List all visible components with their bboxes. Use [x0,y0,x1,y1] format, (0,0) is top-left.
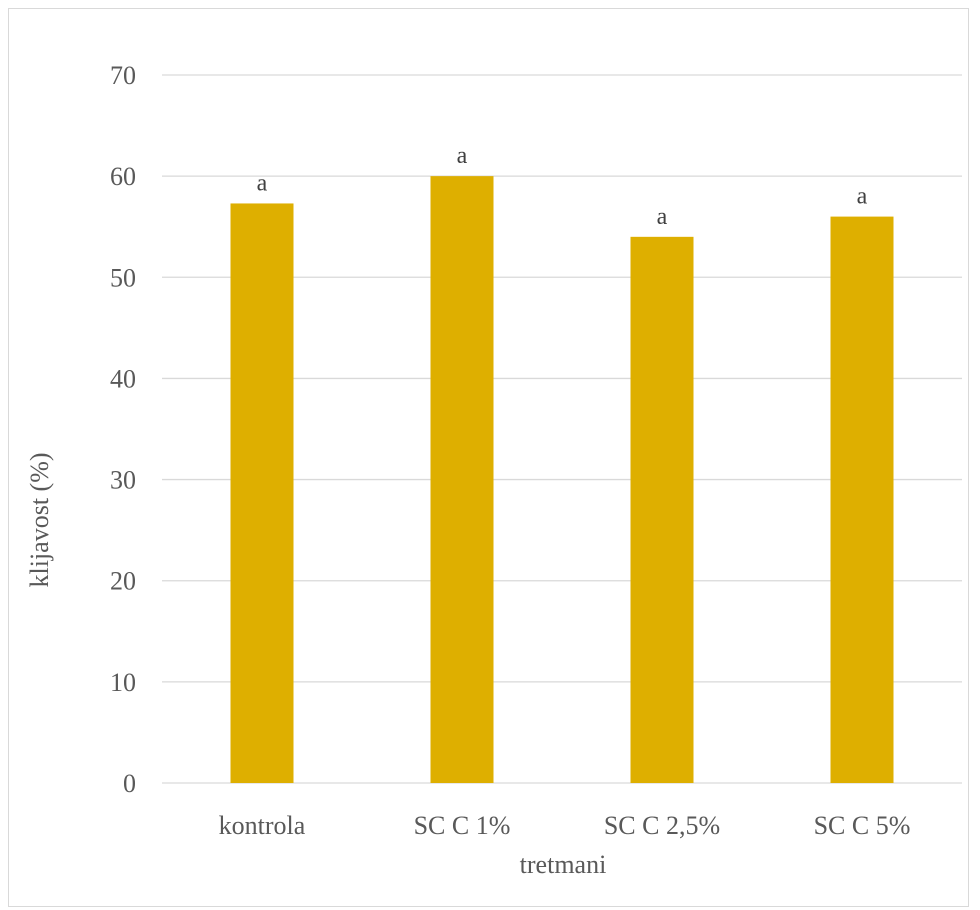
bars [230,176,894,784]
y-tick-label: 0 [123,769,136,798]
gridlines [162,74,962,784]
x-tick-labels: kontrola SC C 1% SC C 2,5% SC C 5% [219,811,911,840]
bar-1 [230,203,294,784]
bar-3 [630,236,694,784]
data-label: a [657,204,668,230]
y-tick-label: 20 [110,567,136,596]
y-tick-label: 50 [110,263,136,292]
x-tick-label: SC C 1% [414,811,511,840]
data-label: a [257,170,268,196]
data-label: a [457,143,468,169]
x-tick-label: kontrola [219,811,306,840]
y-tick-label: 70 [110,61,136,90]
y-tick-label: 40 [110,364,136,393]
x-tick-label: SC C 5% [814,811,911,840]
y-tick-label: 30 [110,466,136,495]
x-axis-title: tretmani [520,850,607,879]
y-tick-label: 10 [110,668,136,697]
y-tick-labels: 0 10 20 30 40 50 60 70 [110,61,136,798]
x-tick-label: SC C 2,5% [604,811,720,840]
y-axis-title: klijavost (%) [25,452,54,587]
y-tick-label: 60 [110,162,136,191]
data-label: a [857,184,868,210]
data-labels: a a a a [257,143,868,230]
bar-2 [430,176,494,784]
bar-4 [830,216,894,784]
